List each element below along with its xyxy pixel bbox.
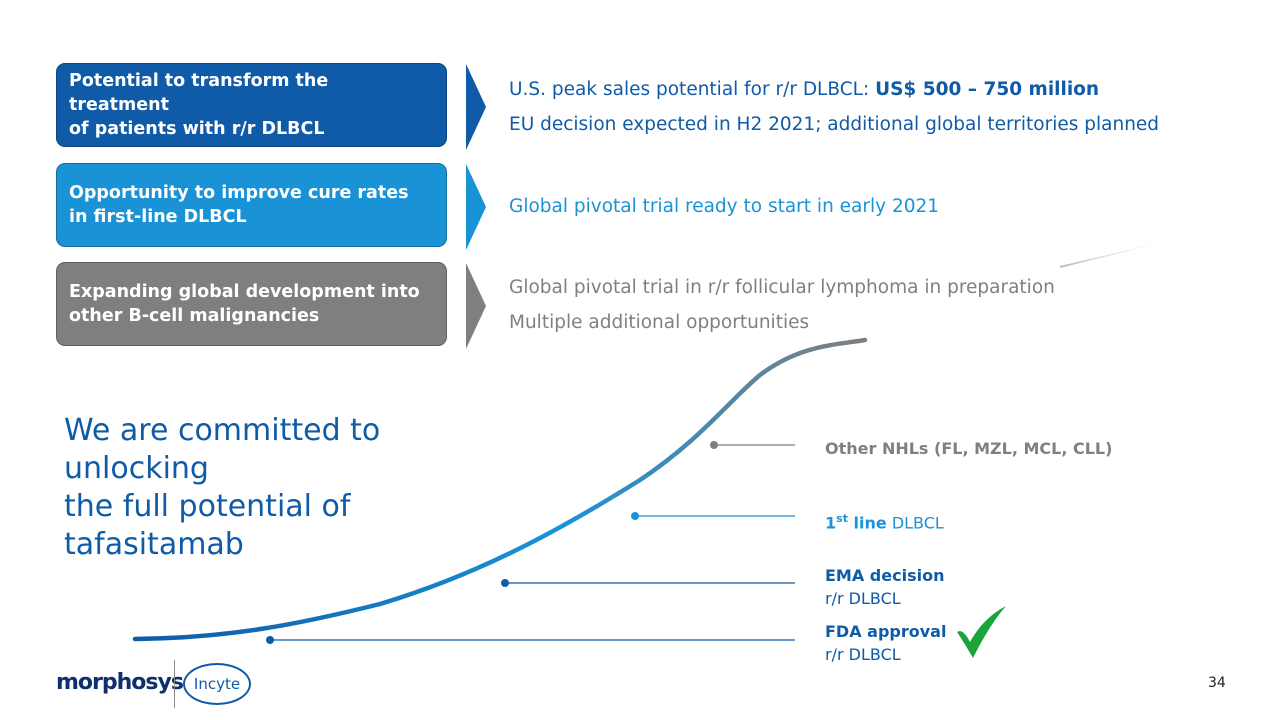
milestone-subtitle: r/r DLBCL — [825, 589, 901, 608]
milestone-other-nhls: Other NHLs (FL, MZL, MCL, CLL) — [825, 437, 1112, 460]
incyte-logo: Incyte — [183, 663, 251, 705]
milestone-ema: EMA decision r/r DLBCL — [825, 564, 944, 610]
value-box-transform: Potential to transform the treatment of … — [56, 63, 447, 147]
milestone-ordinal-suffix: st — [836, 512, 848, 525]
checkmark-icon — [957, 606, 1006, 658]
milestone-dot-ema — [501, 579, 509, 587]
milestone-fda: FDA approval r/r DLBCL — [825, 620, 946, 666]
peak-sales-value: US$ 500 – 750 million — [875, 79, 1100, 100]
morphosys-logo: morphosys — [56, 670, 184, 695]
peak-sales-text: U.S. peak sales potential for r/r DLBCL:… — [509, 79, 1099, 100]
milestone-subtitle: r/r DLBCL — [825, 645, 901, 664]
incyte-logo-text: Incyte — [193, 675, 241, 693]
value-box-cure-rates: Opportunity to improve cure rates in fir… — [56, 163, 447, 247]
logo-divider — [174, 660, 175, 708]
value-box-text: Expanding global development into other … — [69, 282, 420, 326]
headline: We are committed to unlocking the full p… — [64, 413, 381, 562]
additional-opportunities-text: Multiple additional opportunities — [509, 312, 810, 333]
milestone-title-bold: line — [847, 513, 887, 533]
light-streak — [1060, 238, 1180, 268]
milestone-title: EMA decision — [825, 566, 945, 585]
growth-curve — [132, 337, 868, 642]
page-number: 34 — [1208, 675, 1226, 691]
milestone-dot-first-line — [631, 512, 639, 520]
chevron-arrow-icon — [466, 164, 486, 250]
value-box-text: Potential to transform the treatment of … — [69, 71, 329, 139]
milestone-title: FDA approval — [825, 622, 947, 641]
milestone-first-line: 1st line DLBCL — [825, 507, 944, 534]
value-box-expanding: Expanding global development into other … — [56, 262, 447, 346]
eu-decision-text: EU decision expected in H2 2021; additio… — [509, 114, 1160, 135]
milestone-ordinal: 1 — [825, 513, 837, 533]
milestone-dot-other-nhls — [710, 441, 718, 449]
milestone-dot-fda — [266, 636, 274, 644]
milestone-title-rest: DLBCL — [886, 513, 944, 533]
chevron-arrow-icon — [466, 263, 486, 349]
pivotal-trial-text: Global pivotal trial ready to start in e… — [509, 196, 940, 217]
peak-sales-label: U.S. peak sales potential for r/r DLBCL: — [509, 79, 876, 100]
value-box-text: Opportunity to improve cure rates in fir… — [69, 183, 409, 227]
chevron-arrow-icon — [466, 64, 486, 150]
milestone-title: Other NHLs (FL, MZL, MCL, CLL) — [825, 439, 1113, 458]
follicular-trial-text: Global pivotal trial in r/r follicular l… — [509, 277, 1055, 298]
